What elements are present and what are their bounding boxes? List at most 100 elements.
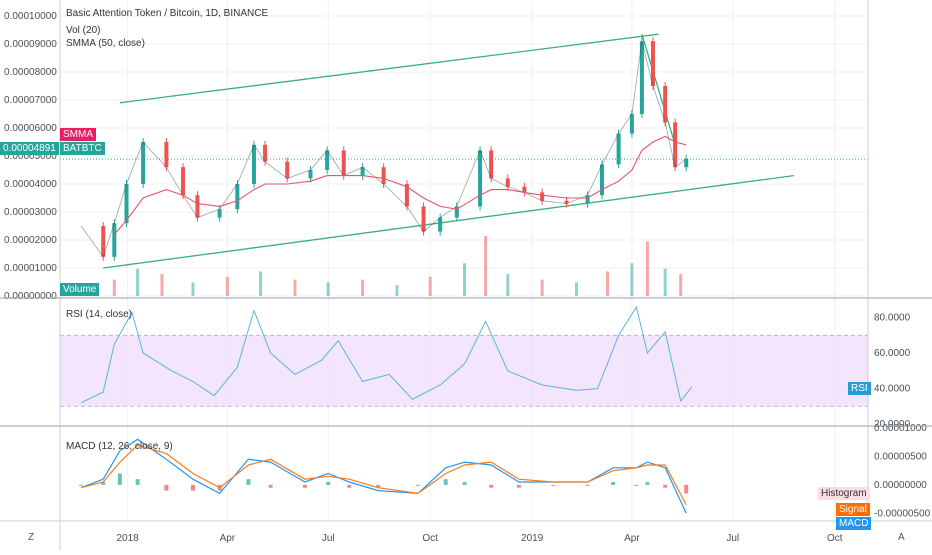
candle-body [505,178,510,187]
macd-histogram-bar [117,473,122,485]
time-tick-label: Apr [624,533,640,544]
grid-layer [60,0,868,521]
rsi-tick-label: 80.0000 [874,313,911,324]
macd-histogram-bar [645,482,650,485]
price-tag-left: 0.00004891 [0,142,59,155]
macd-histogram-bar [101,482,106,485]
trendline-lower [103,174,794,269]
volume-bar [540,279,544,296]
candle-body [141,142,146,184]
macd-histogram-bar [684,484,689,494]
candle-body [101,226,106,257]
price-tick-label: 0.00009000 [4,39,57,50]
candle-body [454,206,459,218]
smma-indicator-label[interactable]: SMMA (50, close) [66,38,145,49]
smma-line [113,135,687,235]
volume-bar [606,271,610,296]
candle-body [195,195,200,218]
candle-body [489,150,494,179]
volume-bar [361,279,365,296]
price-tick-label: 0.00002000 [4,235,57,246]
volume-bar [293,279,297,296]
candle-body [308,170,313,179]
rsi-line [80,305,693,404]
price-tick-label: 0.00003000 [4,207,57,218]
price-tick-label: 0.00001000 [4,263,57,274]
macd-histogram-bar [516,484,521,488]
candle-body [599,164,604,196]
macd-histogram-bar [416,484,421,486]
macd-layer [79,438,689,514]
macd-histogram-bar [246,479,251,485]
candle-body [235,184,240,210]
candle-body [421,206,426,232]
signal-line [80,444,687,506]
candle-body [540,192,545,201]
volume-bar [191,282,195,296]
candle-body [285,161,290,179]
price-line [80,41,687,258]
candle-body [325,150,330,170]
candle-body [341,150,346,176]
price-tick-label: 0.00008000 [4,67,57,78]
price-tick-label: 0.00007000 [4,95,57,106]
chart-title: Basic Attention Token / Bitcoin, 1D, BIN… [66,8,269,19]
candle-body [263,144,268,162]
rsi-tag: RSI [848,382,871,395]
candle-body [164,142,169,168]
candle-body [650,41,655,86]
macd-tick-label: 0.00000500 [874,451,927,462]
price-tick-label: 0.00000000 [4,291,57,302]
volume-bar [484,236,488,296]
rsi-pane-label[interactable]: RSI (14, close) [66,309,133,320]
rsi-band [60,335,868,407]
candle-body [673,122,678,168]
trendline-upper [119,33,659,104]
candle-body [217,209,222,218]
volume-bar [630,263,634,296]
macd-histogram-bar [79,484,84,486]
macd-histogram-bar [326,482,331,485]
candle-body [438,217,443,232]
macd-histogram-bar [489,484,494,488]
time-tick-label: 2019 [521,533,544,544]
volume-tag: Volume [60,283,100,296]
smma-tag: SMMA [60,128,96,141]
candle-body [360,167,365,176]
candle-body [684,158,689,168]
time-tick-label: 2018 [116,533,139,544]
time-tick-label: Jul [726,533,739,544]
candle-body [404,184,409,207]
candle-body [663,86,668,123]
axis-layer: 2018 Apr Jul Oct 2019 Apr Jul Oct 0.00010000 0.00… [4,11,931,544]
macd-histogram-bar [585,484,590,486]
auto-scale-button[interactable]: A [898,532,905,543]
volume-bar [112,279,116,296]
candle-body [564,200,569,204]
candle-body [616,133,621,165]
macd-histogram-bar [611,482,616,485]
volume-bar [326,282,330,296]
candle-body [112,223,117,257]
zoom-button[interactable]: Z [28,532,35,543]
volume-bar [136,268,140,296]
vol-indicator-label[interactable]: Vol (20) [66,25,101,36]
price-layer [80,37,689,261]
time-tick-label: Apr [220,533,236,544]
volume-bar [679,274,683,296]
volume-bar [574,282,578,296]
macd-tick-label: -0.00000500 [874,508,931,519]
macd-line [80,438,687,514]
time-tick-label: Oct [422,533,438,544]
macd-histogram-bar [443,479,448,485]
macd-pane-label[interactable]: MACD (12, 26, close, 9) [66,441,173,452]
volume-bar [160,274,164,296]
macd-tick-label: 0.00000000 [874,480,927,491]
macd-histogram-bar [191,484,196,491]
volume-bar [259,271,263,296]
price-tick-label: 0.00004000 [4,179,57,190]
candle-body [522,186,527,193]
histogram-tag: Histogram [818,487,870,500]
